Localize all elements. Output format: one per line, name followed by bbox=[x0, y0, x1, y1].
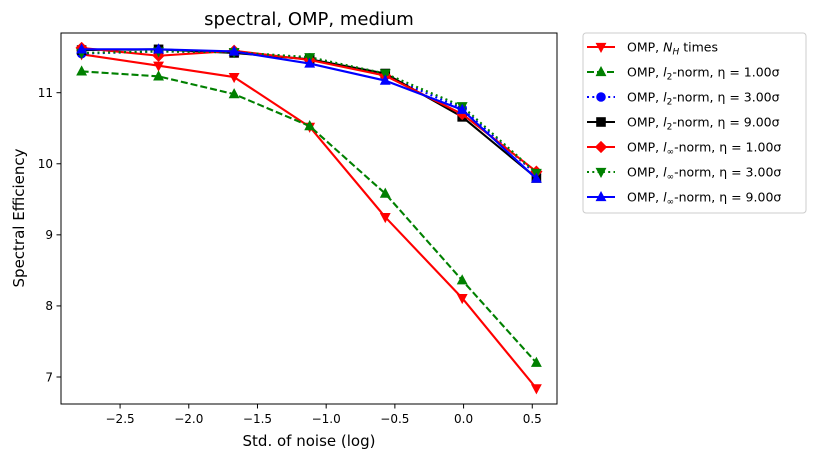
y-tick-label: 8 bbox=[45, 299, 53, 313]
data-point bbox=[228, 72, 240, 84]
data-point bbox=[228, 45, 240, 56]
data-point bbox=[153, 61, 164, 72]
data-point bbox=[379, 187, 391, 198]
x-tick-label: −2.5 bbox=[106, 412, 135, 426]
data-point bbox=[379, 74, 391, 85]
legend-label: OMP, NH times bbox=[627, 39, 718, 57]
x-tick-label: 0.5 bbox=[523, 412, 542, 426]
legend-label: OMP, l2-norm, η = 3.00σ bbox=[627, 89, 780, 107]
data-point bbox=[530, 172, 542, 183]
x-tick-label: −1.5 bbox=[243, 412, 272, 426]
legend-entry: OMP, l∞-norm, η = 1.00σ bbox=[587, 139, 781, 157]
data-point bbox=[76, 65, 88, 76]
legend-entry: OMP, l2-norm, η = 3.00σ bbox=[587, 89, 780, 107]
legend-marker bbox=[595, 190, 607, 202]
data-point bbox=[530, 384, 542, 395]
legend-frame bbox=[582, 32, 807, 214]
data-point bbox=[228, 88, 240, 99]
plot-series bbox=[75, 41, 543, 395]
data-point bbox=[153, 70, 164, 81]
y-tick-label: 7 bbox=[45, 370, 53, 384]
legend-entry: OMP, l∞-norm, η = 9.00σ bbox=[587, 189, 781, 207]
legend-marker bbox=[595, 65, 607, 77]
legend-entry: OMP, NH times bbox=[587, 39, 718, 57]
legend-entry: OMP, l2-norm, η = 9.00σ bbox=[587, 114, 780, 132]
legend-marker bbox=[594, 140, 608, 154]
data-point bbox=[456, 103, 468, 114]
data-point bbox=[456, 274, 468, 285]
data-point bbox=[379, 69, 391, 80]
legend-marker bbox=[595, 42, 607, 54]
legend-entry: OMP, l∞-norm, η = 3.00σ bbox=[587, 164, 781, 182]
legend-marker bbox=[596, 117, 606, 127]
y-tick-label: 10 bbox=[38, 157, 53, 171]
data-point bbox=[304, 57, 316, 68]
y-tick-label: 9 bbox=[45, 228, 53, 242]
legend-label: OMP, l2-norm, η = 9.00σ bbox=[627, 114, 780, 132]
plot-frame bbox=[60, 32, 558, 405]
data-point bbox=[153, 43, 164, 54]
legend-label: OMP, l∞-norm, η = 1.00σ bbox=[627, 139, 781, 157]
y-axis: 7 8 9 10 11 bbox=[38, 86, 61, 384]
data-point bbox=[530, 356, 542, 367]
legend-label: OMP, l∞-norm, η = 9.00σ bbox=[627, 189, 781, 207]
x-tick-label: −1.0 bbox=[312, 412, 341, 426]
x-axis: −2.5 −2.0 −1.5 −1.0 −0.5 0.0 0.5 bbox=[106, 404, 542, 426]
legend-label: OMP, l2-norm, η = 1.00σ bbox=[627, 64, 780, 82]
x-tick-label: −0.5 bbox=[380, 412, 409, 426]
x-tick-label: 0.0 bbox=[454, 412, 473, 426]
legend-label: OMP, l∞-norm, η = 3.00σ bbox=[627, 164, 781, 182]
data-point bbox=[379, 212, 391, 224]
series-line bbox=[81, 50, 538, 174]
legend: OMP, NH times OMP, l2-norm, η = 1.00σ OMP,… bbox=[582, 32, 807, 214]
x-axis-label: Std. of noise (log) bbox=[243, 432, 376, 450]
series-1 bbox=[76, 50, 542, 395]
data-point bbox=[304, 120, 316, 131]
y-tick-label: 11 bbox=[38, 86, 53, 100]
y-axis-label: Spectral Efficiency bbox=[10, 148, 28, 287]
series-7 bbox=[76, 43, 542, 183]
legend-items: OMP, NH times OMP, l2-norm, η = 1.00σ OMP,… bbox=[587, 39, 781, 207]
legend-marker bbox=[596, 92, 606, 102]
data-point bbox=[456, 294, 468, 305]
series-line bbox=[81, 48, 538, 180]
legend-marker bbox=[595, 167, 607, 179]
x-tick-label: −2.0 bbox=[174, 412, 203, 426]
chart-title: spectral, OMP, medium bbox=[204, 9, 414, 30]
series-line bbox=[81, 53, 538, 390]
series-2 bbox=[76, 65, 542, 367]
legend-entry: OMP, l2-norm, η = 1.00σ bbox=[587, 64, 780, 82]
data-point bbox=[76, 43, 88, 54]
